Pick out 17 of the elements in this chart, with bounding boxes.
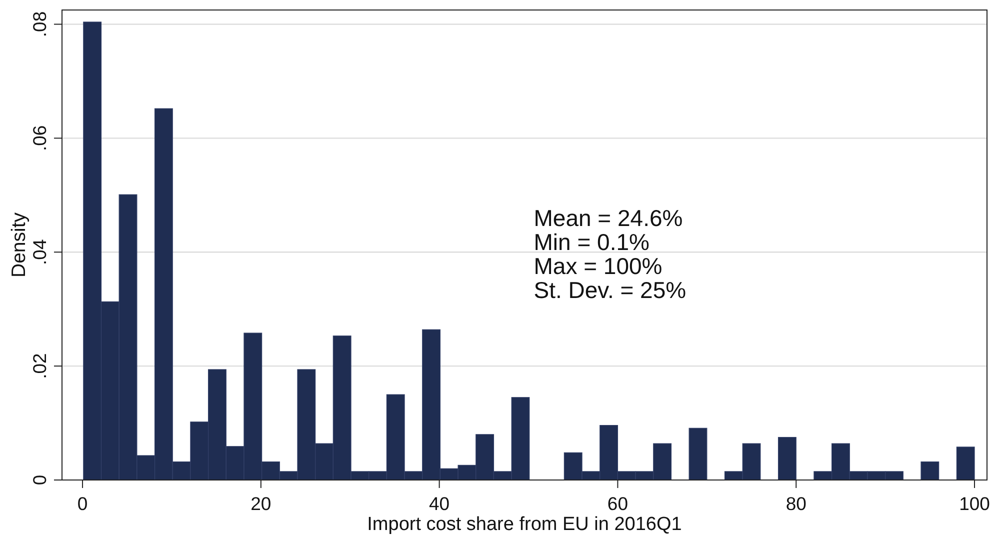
y-axis-title: Density: [8, 212, 30, 278]
x-tick-label: 40: [429, 493, 450, 514]
y-tick-label: .06: [29, 125, 50, 152]
x-axis-title: Import cost share from EU in 2016Q1: [367, 514, 682, 535]
x-tick-label: 60: [607, 493, 628, 514]
x-tick-label: 80: [786, 493, 806, 514]
y-tick-label: .02: [29, 353, 50, 379]
x-tick-label: 0: [77, 493, 88, 514]
x-tick-label: 20: [250, 493, 272, 514]
annotation: Min = 0.1%: [534, 229, 650, 256]
x-tick-label: 100: [959, 493, 990, 514]
annotation: St. Dev. = 25%: [534, 277, 686, 304]
annotation: Max = 100%: [534, 253, 662, 280]
y-tick-label: 0: [29, 474, 50, 486]
y-tick-label: .04: [29, 239, 50, 265]
y-tick-label: .08: [29, 11, 50, 38]
annotation: Mean = 24.6%: [534, 205, 683, 232]
